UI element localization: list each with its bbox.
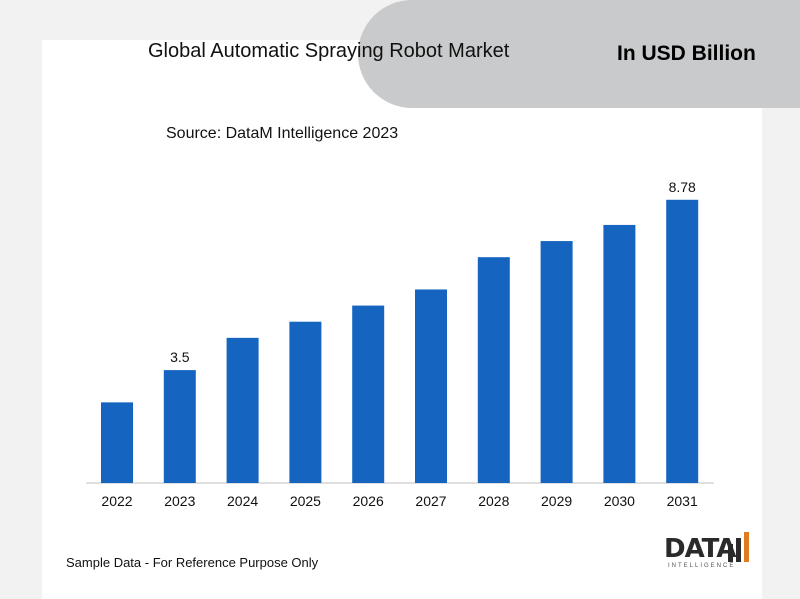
x-tick-label: 2028 (478, 493, 509, 509)
logo-subtext: INTELLIGENCE (668, 563, 736, 569)
bar-2023 (163, 370, 196, 483)
x-tick-label: 2024 (227, 493, 258, 509)
chart-card (42, 40, 762, 599)
x-tick-label: 2023 (164, 493, 195, 509)
bar-2031 (666, 199, 699, 483)
unit-banner (358, 0, 800, 108)
logo-bars-icon (728, 532, 749, 562)
bar-2027 (415, 289, 447, 483)
chart-title: Global Automatic Spraying Robot Market (148, 40, 510, 62)
bar-2028 (477, 257, 510, 483)
bar-2030 (603, 224, 636, 483)
bar-2022 (101, 402, 133, 483)
x-tick-label: 2030 (604, 493, 635, 509)
x-tick-label: 2029 (541, 493, 572, 509)
unit-label: In USD Billion (617, 42, 756, 65)
bar-2025 (289, 321, 322, 483)
bar-2029 (540, 241, 573, 483)
bar-2024 (226, 337, 259, 483)
datam-logo: DATA INTELLIGENCE (664, 530, 756, 574)
bar-2026 (352, 305, 385, 483)
x-tick-label: 2027 (415, 493, 446, 509)
logo-wordmark: DATA (664, 534, 737, 564)
x-tick-label: 2022 (101, 493, 132, 509)
x-tick-label: 2026 (353, 493, 384, 509)
data-label: 3.5 (170, 349, 190, 365)
sample-data-note: Sample Data - For Reference Purpose Only (66, 555, 319, 570)
x-tick-label: 2031 (667, 493, 698, 509)
data-label: 8.78 (669, 179, 696, 195)
source-label: Source: DataM Intelligence 2023 (166, 125, 399, 142)
x-tick-label: 2025 (290, 493, 321, 509)
